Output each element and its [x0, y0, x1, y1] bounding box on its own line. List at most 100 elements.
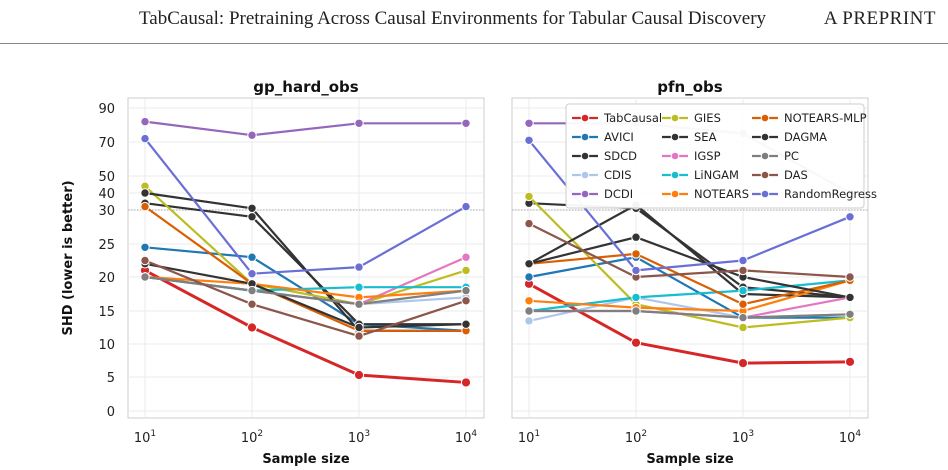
chart-title: gp_hard_obs: [253, 78, 358, 96]
page-header: TabCausal: Pretraining Across Causal Env…: [0, 0, 948, 60]
legend-item-gies: GIES: [662, 111, 721, 125]
x-axis-label: Sample size: [646, 452, 734, 467]
legend-item-avici: AVICI: [572, 130, 634, 144]
data-point: [631, 292, 641, 303]
series-dcdi: [140, 116, 471, 140]
data-point: [354, 282, 364, 292]
y-tick-label: 10: [98, 338, 115, 353]
series-das: [140, 255, 471, 341]
legend-item-cdis: CDIS: [572, 168, 632, 182]
legend-item-sea: SEA: [662, 130, 717, 144]
data-point: [738, 299, 748, 309]
data-point: [140, 133, 150, 144]
series-das: [524, 218, 855, 282]
data-point: [354, 299, 364, 309]
data-point: [140, 255, 150, 266]
legend-label: RandomRegress: [784, 187, 877, 201]
data-point: [631, 232, 641, 242]
legend-label: SEA: [694, 130, 717, 144]
header-rule: [0, 43, 948, 44]
legend-label: DCDI: [604, 187, 633, 201]
paper-title: TabCausal: Pretraining Across Causal Env…: [139, 8, 767, 29]
legend-label: DAGMA: [784, 130, 827, 144]
y-tick-label: 90: [98, 102, 115, 117]
series-pc: [524, 306, 855, 323]
data-point: [738, 285, 748, 296]
data-point: [247, 130, 257, 140]
series-line: [529, 309, 851, 319]
legend-swatch-marker: [760, 170, 770, 180]
series-line: [144, 259, 467, 338]
data-point: [354, 118, 364, 129]
legend-item-notears-mlp: NOTEARS-MLP: [752, 111, 867, 125]
y-axis-label: SHD (lower is better): [61, 180, 76, 335]
legend-swatch-marker: [760, 151, 770, 161]
data-point: [140, 242, 150, 253]
x-tick-label: 101: [134, 429, 156, 446]
data-point: [247, 299, 257, 309]
legend-item-igsp: IGSP: [662, 149, 721, 163]
legend-swatch-marker: [580, 151, 590, 161]
x-tick-label: 103: [348, 429, 370, 446]
x-tick-label: 102: [241, 429, 263, 446]
legend-item-notears: NOTEARS: [662, 187, 749, 201]
legend-swatch-marker: [760, 113, 770, 123]
data-point: [524, 272, 534, 282]
series-tabcausal: [139, 265, 472, 388]
data-point: [844, 356, 856, 367]
legend-swatch-marker: [670, 132, 680, 142]
data-point: [738, 255, 748, 266]
legend-label: TabCausal: [603, 111, 662, 125]
legend-item-tabcausal: TabCausal: [572, 111, 662, 125]
data-point: [461, 285, 471, 296]
legend-item-sdcd: SDCD: [572, 149, 637, 163]
data-point: [461, 296, 471, 306]
legend-swatch-marker: [760, 132, 770, 142]
series-line: [144, 269, 467, 384]
data-point: [845, 309, 855, 319]
x-axis-label: Sample size: [262, 452, 350, 467]
data-point: [524, 135, 534, 146]
data-point: [845, 212, 855, 222]
series-tabcausal: [523, 278, 856, 369]
data-point: [630, 337, 642, 348]
data-point: [247, 252, 257, 262]
x-tick-label: 103: [732, 429, 754, 446]
y-tick-label: 70: [98, 136, 115, 151]
data-point: [738, 312, 748, 323]
panel-gp-hard-obs: gp_hard_obs 0 5 10 15 20 25 30 40 50 70 90 SHD (lowe…: [61, 78, 485, 467]
y-tick-label: 20: [98, 271, 115, 286]
legend-label: LiNGAM: [694, 168, 739, 182]
legend-swatch-marker: [670, 113, 680, 123]
data-point: [353, 369, 365, 381]
x-tick-label: 104: [455, 429, 478, 446]
series-line: [528, 222, 851, 279]
series-line: [144, 275, 467, 299]
data-point: [461, 252, 471, 262]
data-point: [631, 265, 641, 276]
data-point: [524, 218, 534, 229]
data-point: [247, 212, 257, 222]
legend-label: CDIS: [604, 168, 632, 182]
data-point: [524, 118, 534, 129]
series-line: [144, 262, 467, 329]
x-tick-label: 101: [518, 429, 540, 446]
data-point: [524, 296, 534, 306]
legend-label: NOTEARS-MLP: [784, 111, 867, 125]
data-point: [845, 272, 855, 282]
legend-swatch-marker: [580, 189, 590, 199]
legend-label: SDCD: [604, 149, 637, 163]
series-randomregress: [140, 133, 471, 279]
legend-item-dagma: DAGMA: [752, 130, 827, 144]
data-point: [354, 262, 364, 272]
data-point: [524, 259, 534, 269]
y-tick-label: 50: [98, 170, 115, 185]
data-point: [461, 265, 471, 276]
legend: TabCausal AVICI SDCD CDIS DCDI GIES SEA IGSP LiN…: [565, 103, 877, 209]
legend-swatch-marker: [670, 151, 680, 161]
data-point: [738, 322, 748, 333]
y-tick-label: 25: [98, 238, 115, 253]
data-point: [460, 377, 472, 388]
data-point: [246, 322, 258, 333]
data-point: [631, 306, 641, 316]
